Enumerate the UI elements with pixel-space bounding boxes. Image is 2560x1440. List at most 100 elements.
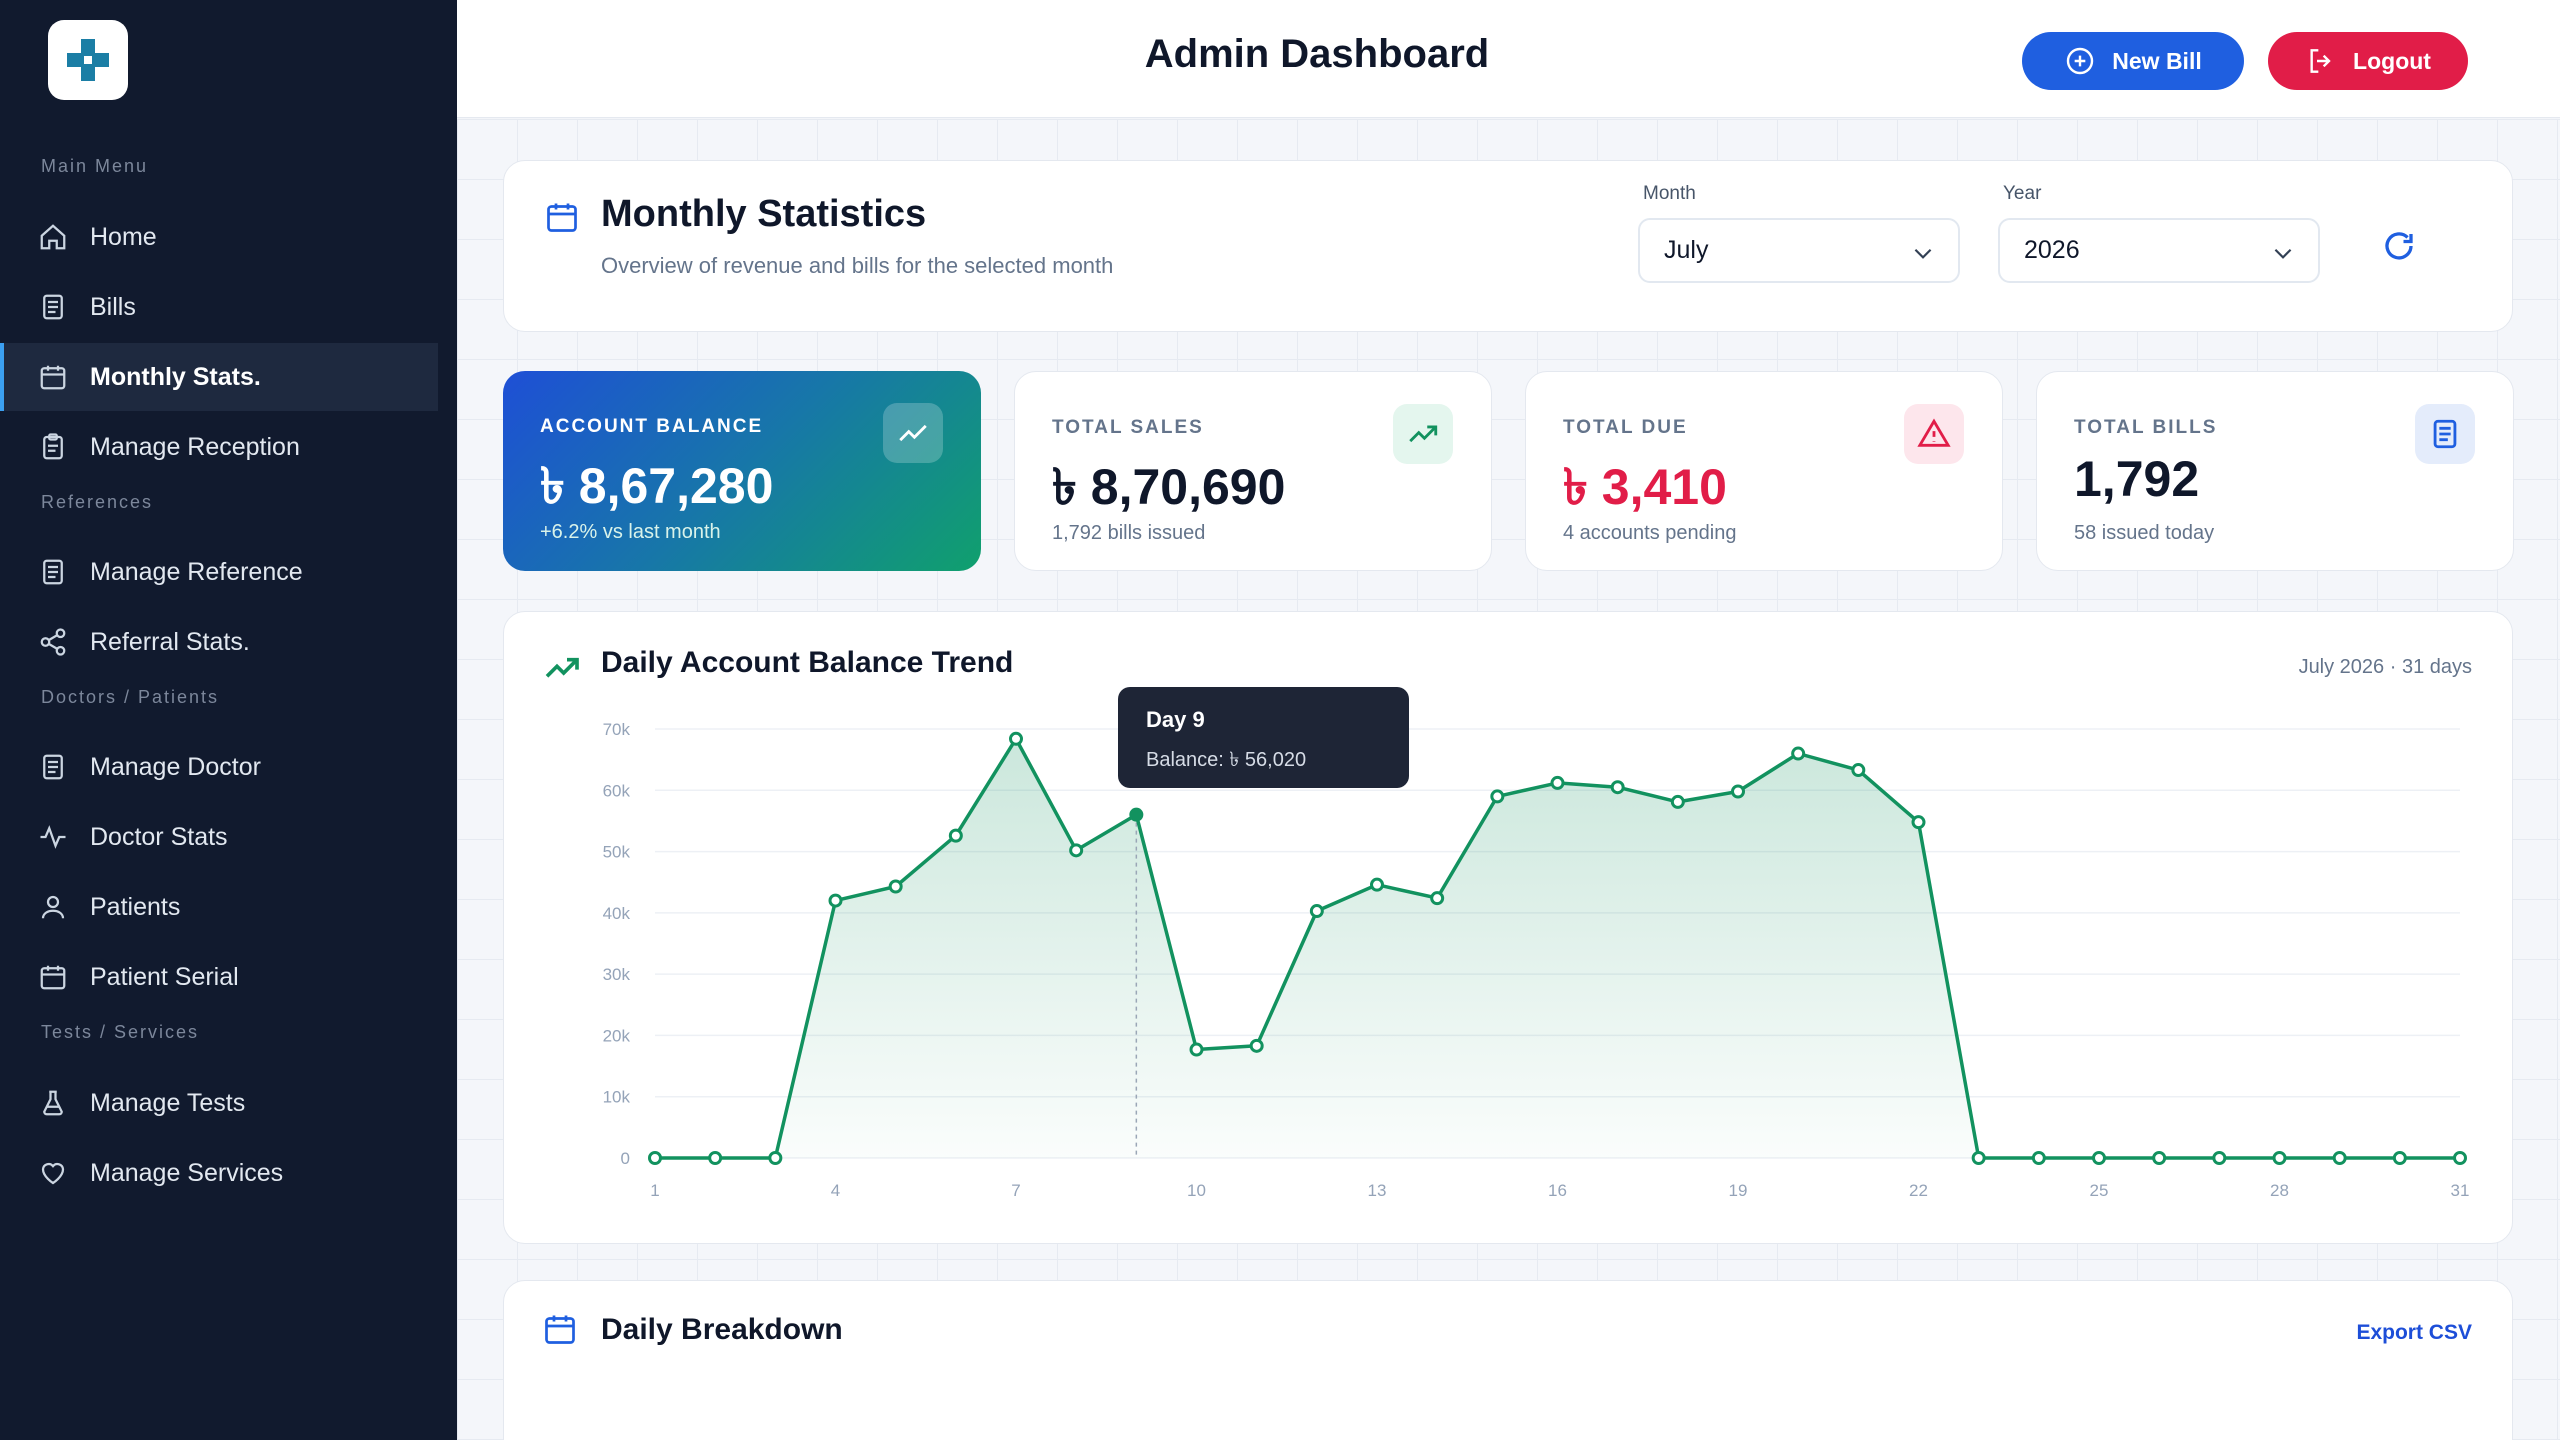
sidebar-item-patients[interactable]: Patients [0,873,438,941]
activity-icon [38,822,68,852]
data-point [2031,1151,2046,1165]
data-point [1670,794,1685,809]
chevron-down-icon [1914,248,1932,259]
data-point [768,1151,783,1165]
sidebar-item-home[interactable]: Home [0,203,438,271]
data-point [1911,815,1926,830]
sidebar-item-bills[interactable]: Bills [0,273,438,341]
sidebar-item-manage-tests[interactable]: Manage Tests [0,1069,438,1137]
data-point [1550,775,1565,790]
x-tick-label: 22 [1909,1181,1928,1200]
app-logo[interactable] [48,20,128,100]
document-icon [2433,419,2457,449]
data-point [1309,904,1324,919]
data-point [1490,789,1505,804]
monthly-statistics-card: Monthly Statistics Overview of revenue a… [503,160,2513,332]
calendar-icon [38,362,68,392]
sidebar-item-label: Bills [90,292,136,321]
trending-up-icon [1409,425,1438,443]
stat-badge [2415,404,2475,464]
x-tick-label: 16 [1548,1181,1567,1200]
stat-label: TOTAL DUE [1563,417,1688,438]
data-point [2272,1151,2287,1165]
tooltip-body: Balance: ৳ 56,020 [1146,749,1307,771]
y-tick-label: 60k [603,781,631,800]
x-tick-label: 1 [650,1181,659,1200]
x-tick-label: 25 [2090,1181,2109,1200]
data-point [888,879,903,894]
document-icon [38,557,68,587]
sidebar-item-doctor-stats[interactable]: Doctor Stats [0,803,438,871]
stat-subtext: 58 issued today [2074,522,2215,544]
data-point [1851,763,1866,778]
y-tick-label: 70k [603,720,631,739]
year-value: 2026 [2024,236,2080,264]
sidebar-item-manage-reception[interactable]: Manage Reception [0,413,438,481]
top-bar: Admin Dashboard New Bill Logout [457,0,2560,118]
new-bill-button[interactable]: New Bill [2022,32,2244,90]
document-icon [38,752,68,782]
sidebar-item-label: Manage Reception [90,432,300,461]
document-icon [38,292,68,322]
stat-label: TOTAL SALES [1052,417,1204,438]
section-title: Daily Breakdown [601,1313,843,1346]
month-select[interactable]: July [1638,218,1960,283]
data-point [948,828,963,843]
stat-subtext: 1,792 bills issued [1052,522,1206,544]
new-bill-label: New Bill [2112,47,2202,74]
medical-cross-icon [67,39,109,81]
data-point [2092,1151,2106,1165]
data-point [1370,877,1384,892]
chevron-down-icon [2274,248,2292,259]
chart-title: Daily Account Balance Trend [601,646,1014,679]
sidebar-item-label: Patient Serial [90,962,239,991]
logout-label: Logout [2353,47,2431,74]
data-point [1249,1038,1264,1053]
flask-icon [38,1088,68,1118]
x-tick-label: 19 [1729,1181,1748,1200]
stat-subtext: +6.2% vs last month [540,521,721,543]
warning-icon [1917,418,1951,447]
stat-value: ৳ 8,70,690 [1052,459,1286,515]
sidebar-item-label: Patients [90,892,181,921]
data-point [1069,843,1084,858]
month-label: Month [1643,183,1696,204]
sidebar-item-monthly-stats[interactable]: Monthly Stats. [0,343,438,411]
y-tick-label: 0 [621,1149,630,1168]
sidebar-item-manage-doctor[interactable]: Manage Doctor [0,733,438,801]
data-point [1971,1151,1986,1165]
y-tick-label: 20k [603,1026,631,1045]
sidebar-item-manage-reference[interactable]: Manage Reference [0,538,438,606]
user-icon [38,892,68,922]
y-tick-label: 50k [603,843,631,862]
section-label-doctors-patients: Doctors / Patients [41,687,220,707]
stat-label: ACCOUNT BALANCE [540,416,764,437]
sidebar-item-label: Manage Reference [90,557,303,586]
sidebar-item-referral-stats[interactable]: Referral Stats. [0,608,438,676]
sidebar-item-label: Home [90,222,157,251]
sidebar-item-patient-serial[interactable]: Patient Serial [0,943,438,1011]
data-point [1731,784,1745,799]
account-balance-card: ACCOUNT BALANCE ৳ 8,67,280 +6.2% vs last… [503,371,981,571]
section-subtitle: Overview of revenue and bills for the se… [601,253,1114,278]
share-icon [38,627,68,657]
logout-button[interactable]: Logout [2268,32,2468,90]
stat-subtext: 4 accounts pending [1563,522,1737,544]
sidebar-item-label: Referral Stats. [90,627,250,656]
export-csv-link[interactable]: Export CSV [2356,1321,2472,1344]
refresh-button[interactable] [2374,221,2424,271]
section-label-tests-services: Tests / Services [41,1022,200,1042]
total-sales-card: TOTAL SALES ৳ 8,70,690 1,792 bills issue… [1014,371,1492,571]
stat-value: ৳ 3,410 [1563,459,1727,515]
data-point [2453,1151,2467,1165]
sidebar-item-label: Monthly Stats. [90,362,261,391]
year-select[interactable]: 2026 [1998,218,2320,283]
sidebar-item-manage-services[interactable]: Manage Services [0,1139,438,1207]
x-tick-label: 13 [1368,1181,1387,1200]
data-point [2392,1151,2407,1165]
data-point [2332,1151,2347,1165]
month-value: July [1664,236,1709,264]
y-tick-label: 40k [603,904,631,923]
data-point [1791,746,1806,761]
